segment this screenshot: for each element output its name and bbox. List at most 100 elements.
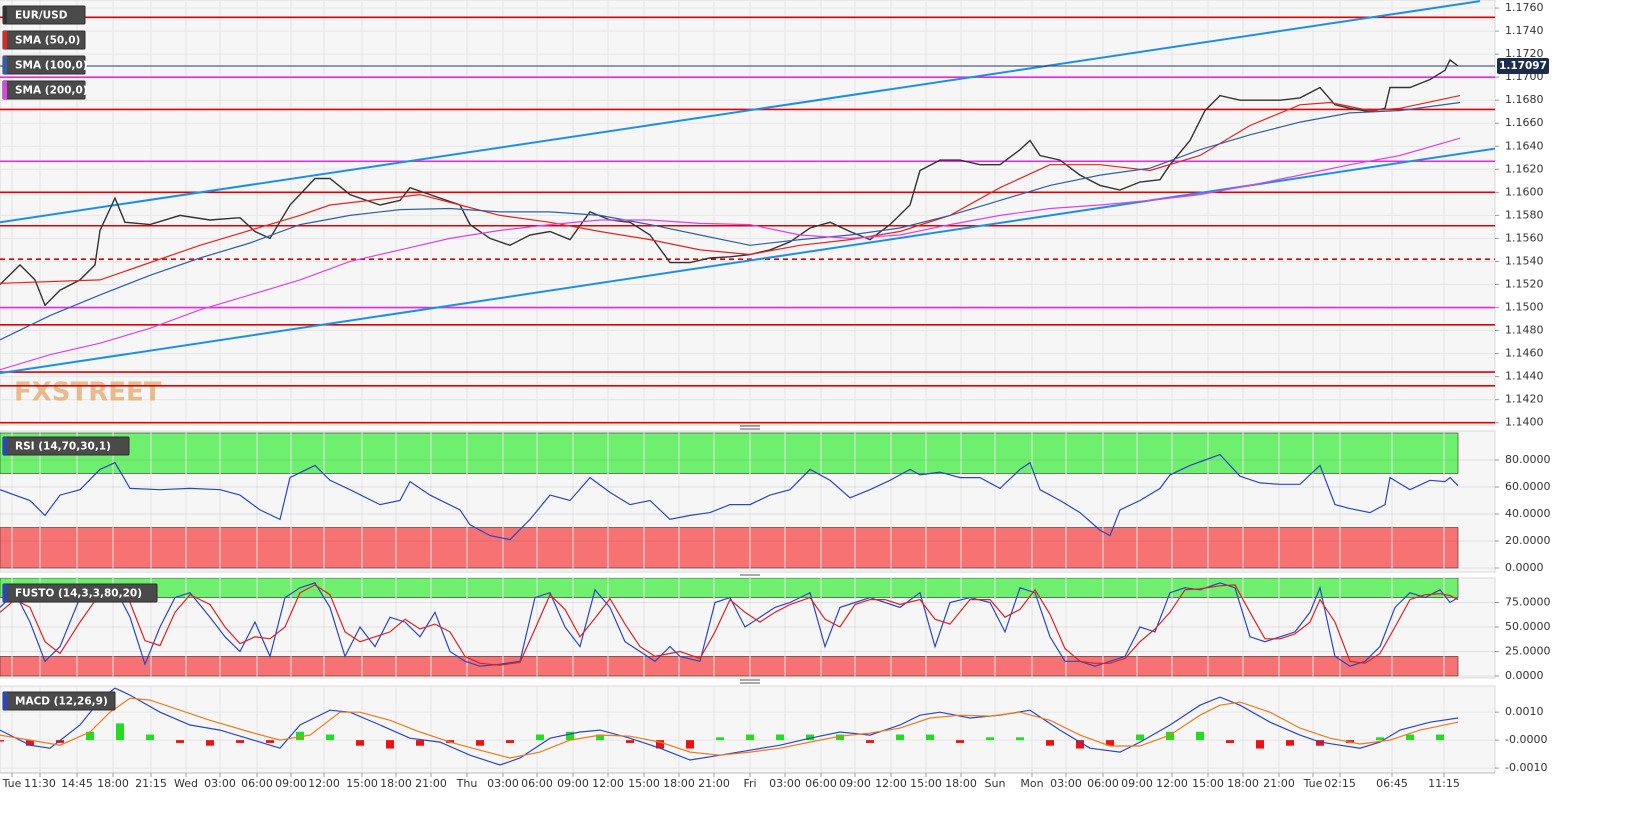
histogram-bar (1316, 740, 1324, 746)
x-tick-label: 12:00 (592, 777, 624, 790)
x-tick-label: 21:00 (1263, 777, 1295, 790)
series-line (0, 453, 1459, 541)
panel: 80.0000 60.0000 40.0000 20.0000 0.0000 RSI (1… (0, 430, 1551, 574)
y-tick-label: 1.1540 (1505, 254, 1544, 267)
y-tick-label: 40.0000 (1505, 507, 1551, 520)
series-line (0, 58, 1459, 307)
panel-title: RSI (14,70,30,1) (15, 441, 111, 453)
y-tick-label: 1.1640 (1505, 139, 1544, 152)
histogram-bar (1106, 740, 1114, 746)
y-tick-label: 1.1400 (1505, 416, 1544, 429)
x-tick-label: 21:00 (415, 777, 447, 790)
histogram-bar (386, 740, 394, 749)
zone (0, 432, 1459, 474)
series-line (0, 101, 1461, 341)
series-line (0, 95, 1461, 284)
histogram-bar (1406, 734, 1414, 741)
plot-background (0, 685, 1496, 774)
histogram-bar (776, 734, 784, 741)
histogram-bar (596, 734, 604, 741)
histogram-bar (1436, 734, 1444, 741)
histogram-bar (116, 723, 124, 741)
x-tick-label: 03:00 (769, 777, 801, 790)
panel-title-swatch (3, 692, 7, 710)
x-tick-label: 21:15 (135, 777, 167, 790)
x-tick-label: Wed (174, 777, 198, 790)
y-tick-label: 1.1740 (1505, 24, 1544, 37)
y-tick-label: 0.0000 (1505, 561, 1544, 574)
x-tick-label: 09:00 (839, 777, 871, 790)
plot-area (0, 686, 1495, 773)
histogram-bar (896, 734, 904, 741)
x-tick-label: Mon (1020, 777, 1043, 790)
x-tick-label: 06:00 (241, 777, 273, 790)
x-tick-label: 15:00 (910, 777, 942, 790)
histogram-bar (536, 734, 544, 741)
zone (0, 527, 1459, 569)
x-tick-label: 12:00 (875, 777, 907, 790)
x-tick-label: 15:00 (1192, 777, 1224, 790)
y-tick-label: 0.0010 (1505, 705, 1544, 718)
x-tick-label: Tue (2, 777, 22, 790)
x-tick-label: 18:00 (945, 777, 977, 790)
series-line (0, 584, 1459, 666)
plot-area: FXSTREET (0, 0, 1495, 425)
x-tick-label: 03:00 (204, 777, 236, 790)
y-tick-label: 1.1720 (1505, 47, 1544, 60)
panel-title-swatch (3, 584, 7, 602)
histogram-bar (626, 740, 634, 743)
histogram-bar (416, 740, 424, 746)
histogram-bar (716, 737, 724, 741)
x-tick-label: Sun (985, 777, 1006, 790)
series-line (0, 697, 1459, 759)
x-tick-label: 18:00 (663, 777, 695, 790)
legend-label: EUR/USD (15, 10, 68, 22)
histogram-bar (296, 731, 304, 741)
zone (0, 656, 1459, 677)
x-tick-label: 11:15 (1428, 777, 1460, 790)
legend-label: SMA (50,0) (15, 35, 80, 47)
histogram-bar (1256, 740, 1264, 749)
x-tick-label: 03:00 (1050, 777, 1082, 790)
last-price-label: 1.17097 (1499, 60, 1547, 72)
x-tick-label: 12:00 (308, 777, 340, 790)
histogram-bar (1136, 734, 1144, 741)
histogram-bar (746, 734, 754, 741)
histogram-bar (956, 740, 964, 743)
panel: 75.0000 50.0000 25.0000 0.0000 FUSTO (14,3,3… (0, 577, 1551, 682)
histogram-bar (266, 740, 274, 743)
y-tick-label: 60.0000 (1505, 480, 1551, 493)
last-price-tag (1497, 57, 1549, 74)
legend-swatch (3, 31, 7, 49)
series-line (0, 687, 1459, 766)
watermark: FXSTREET (14, 378, 162, 408)
y-tick-label: 1.1600 (1505, 185, 1544, 198)
legend-swatch (3, 56, 7, 74)
histogram-bar (1286, 740, 1294, 746)
x-tick-label: Fri (743, 777, 756, 790)
y-tick-label: 80.0000 (1505, 453, 1551, 466)
y-tick-label: 1.1580 (1505, 208, 1544, 221)
histogram-bar (1226, 740, 1234, 743)
x-tick-label: 02:15 (1324, 777, 1356, 790)
x-tick-label: Tue (1303, 777, 1323, 790)
series-line (0, 137, 1461, 371)
histogram-bar (56, 740, 64, 743)
x-tick-label: 18:00 (1227, 777, 1259, 790)
histogram-bar (806, 734, 814, 741)
panel: 0.0010 -0.0000 -0.0010 MACD (12,26,9) (0, 685, 1547, 774)
y-tick-label: 1.1680 (1505, 93, 1544, 106)
y-tick-label: 1.1560 (1505, 231, 1544, 244)
histogram-bar (26, 740, 34, 746)
histogram-bar (146, 734, 154, 741)
y-tick-label: 1.1440 (1505, 370, 1544, 383)
series-line (0, 582, 1459, 667)
y-tick-label: 20.0000 (1505, 534, 1551, 547)
histogram-bar (356, 740, 364, 746)
y-tick-label: 1.1660 (1505, 116, 1544, 129)
histogram-bar (566, 731, 574, 741)
x-tick-label: 06:00 (1087, 777, 1119, 790)
histogram-bar (1166, 731, 1174, 741)
x-tick-label: 06:00 (805, 777, 837, 790)
